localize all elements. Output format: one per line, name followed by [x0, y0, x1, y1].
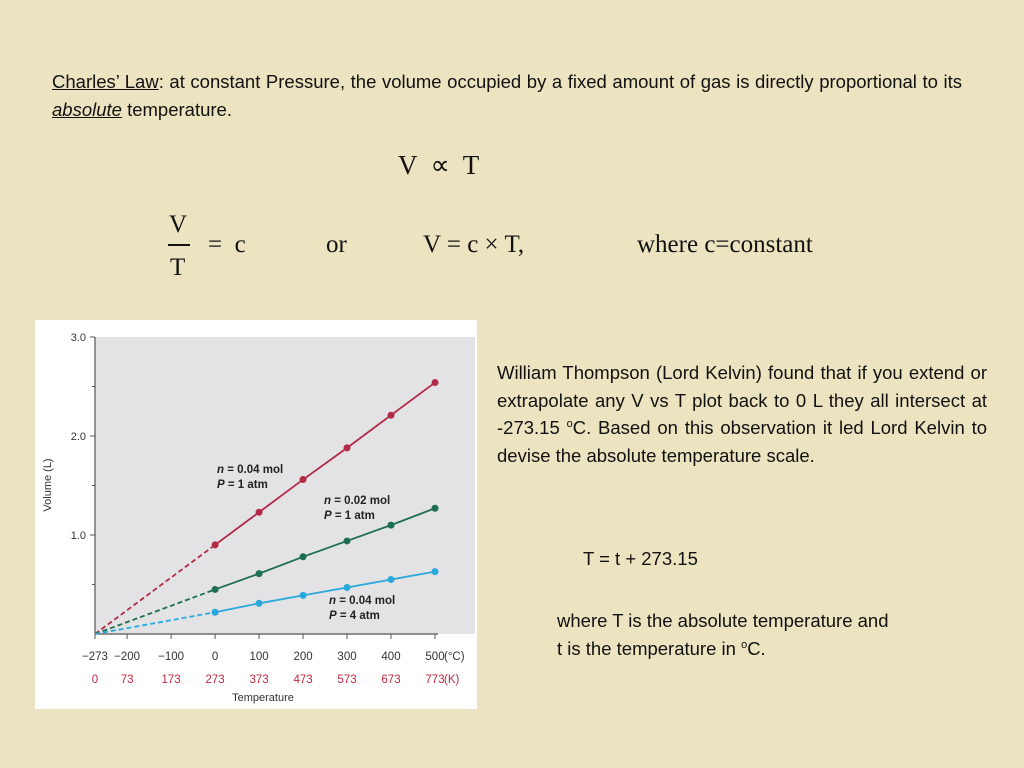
series-point: [255, 599, 263, 607]
series-label-n: n = 0.04 mol: [329, 595, 395, 607]
equals-constant: = c: [208, 231, 246, 258]
product-equation: V = c × T,: [423, 231, 525, 258]
labels-layer: 1.0 2.0 3.0 −273 0 −200 73 −100 173 0 273 100 373 200…: [71, 332, 465, 686]
y-tick-label: 1.0: [71, 530, 86, 542]
fraction-bar: [168, 244, 190, 246]
kelvin-text-2: C. Based on this observation it led Lord…: [497, 417, 987, 466]
series-point: [387, 576, 395, 584]
where-constant: where c=constant: [637, 231, 813, 258]
x-tick-label-kelvin: 373: [249, 674, 268, 686]
series-label-p: P = 4 atm: [329, 610, 380, 622]
series-point: [211, 541, 219, 549]
x-tick-label-celsius: 300: [337, 651, 356, 663]
kelvin-paragraph: William Thompson (Lord Kelvin) found tha…: [497, 359, 987, 469]
absolute-emphasis: absolute: [52, 99, 122, 120]
fraction-numerator: V: [169, 211, 188, 238]
where-line-2-prefix: t is the temperature in: [557, 637, 742, 659]
x-tick-label-celsius: 500: [425, 651, 444, 663]
series-label-p: P = 1 atm: [324, 510, 375, 522]
series-extrapolation: [94, 588, 216, 635]
series-point: [343, 583, 351, 591]
series-point: [255, 570, 263, 578]
series-extrapolation: [94, 611, 216, 635]
series-point: [431, 568, 439, 576]
x-tick-label-celsius: −200: [114, 651, 140, 663]
where-line-2-suffix: C.: [747, 637, 766, 659]
chart-svg: 1.0 2.0 3.0 −273 0 −200 73 −100 173 0 273 100 373 200…: [42, 332, 475, 704]
series-point: [387, 411, 395, 419]
x-tick-label-kelvin: 73: [121, 674, 134, 686]
where-line-1: where T is the absolute temperature and: [557, 610, 889, 631]
x-axis-label: Temperature: [232, 692, 294, 704]
x-tick-label-celsius: 400: [381, 651, 400, 663]
series-line: [214, 381, 436, 546]
series-point: [211, 585, 219, 593]
series-point: [211, 608, 219, 616]
x-tick-label-celsius: 0: [212, 651, 218, 663]
series-point: [431, 379, 439, 387]
x-tick-label-celsius: 100: [249, 651, 268, 663]
where-note: where T is the absolute temperature and …: [557, 607, 889, 662]
x-unit-celsius: (°C): [444, 651, 465, 663]
or-word: or: [326, 231, 347, 258]
series-label-p: P = 1 atm: [217, 479, 268, 491]
proportionality-equation: V ∝ T: [398, 150, 480, 180]
series-point: [343, 444, 351, 452]
series-extrapolation: [94, 544, 216, 635]
series-point: [299, 553, 307, 561]
series-label-n: n = 0.02 mol: [324, 495, 390, 507]
series-point: [431, 504, 439, 512]
intro-text-after: temperature.: [121, 99, 232, 120]
degree-sup: o: [566, 418, 573, 430]
axes: [90, 336, 438, 639]
x-tick-label-kelvin: 773: [425, 674, 444, 686]
series-layer: [94, 379, 439, 635]
where-line-2: t is the temperature in oC.: [557, 635, 889, 663]
x-unit-kelvin: (K): [444, 674, 460, 686]
series-label-n: n = 0.04 mol: [217, 464, 283, 476]
intro-colon: :: [158, 71, 164, 92]
intro-text-before: at constant Pressure, the volume occupie…: [163, 71, 962, 92]
y-tick-label: 3.0: [71, 332, 86, 344]
x-tick-label-kelvin: 173: [161, 674, 180, 686]
x-tick-label-celsius: −100: [158, 651, 184, 663]
charles-law-statement: Charles’ Law: at constant Pressure, the …: [52, 68, 962, 124]
kelvin-text-1: William Thompson (Lord Kelvin) found tha…: [497, 362, 987, 438]
x-tick-label-celsius: 200: [293, 651, 312, 663]
series-line: [214, 507, 436, 591]
series-point: [299, 476, 307, 484]
x-tick-label-celsius: −273: [82, 651, 108, 663]
series-line: [214, 570, 436, 614]
series-point: [343, 537, 351, 545]
x-tick-label-kelvin: 573: [337, 674, 356, 686]
x-tick-label-kelvin: 273: [205, 674, 224, 686]
where-degree-sup: o: [741, 638, 748, 651]
x-tick-label-kelvin: 473: [293, 674, 312, 686]
y-tick-label: 2.0: [71, 431, 86, 443]
series-point: [255, 508, 263, 516]
charles-law-term: Charles’ Law: [52, 71, 159, 92]
fraction-denominator: T: [170, 254, 186, 281]
x-tick-label-kelvin: 0: [92, 674, 98, 686]
kelvin-formula: T = t + 273.15: [583, 548, 698, 569]
plot-area: [95, 337, 475, 634]
charles-law-chart: 1.0 2.0 3.0 −273 0 −200 73 −100 173 0 273 100 373 200…: [35, 320, 477, 709]
x-tick-label-kelvin: 673: [381, 674, 400, 686]
series-point: [387, 521, 395, 529]
series-point: [299, 591, 307, 599]
y-axis-label: Volume (L): [42, 458, 54, 511]
